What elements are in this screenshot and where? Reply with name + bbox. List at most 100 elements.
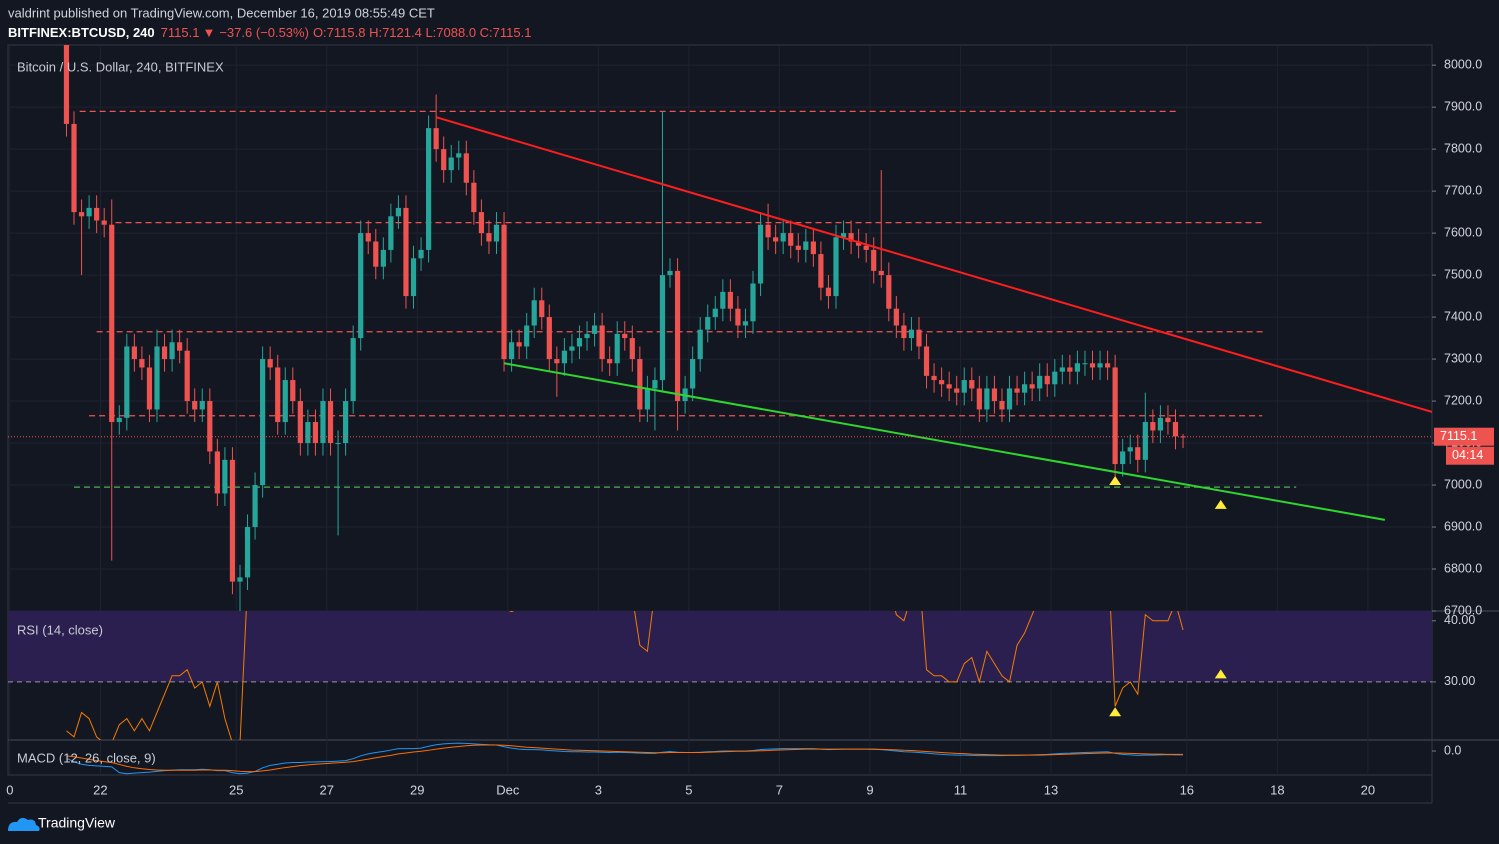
- candle-body: [1135, 447, 1141, 460]
- candle-body: [690, 359, 696, 389]
- candle-body: [916, 329, 922, 347]
- candle-body: [116, 417, 122, 423]
- candle-body: [425, 128, 432, 250]
- x-tick-label: 22: [93, 782, 107, 797]
- y-tick-label: 6900.0: [1444, 519, 1482, 533]
- candle-body: [780, 233, 786, 242]
- candle-body: [124, 346, 130, 418]
- candle-body: [244, 527, 251, 578]
- candle-body: [833, 237, 839, 297]
- candle-body: [86, 207, 92, 217]
- candle-body: [463, 153, 469, 183]
- candle-body: [546, 317, 552, 360]
- candle-body: [252, 485, 258, 528]
- candle-body: [184, 350, 190, 402]
- candle-body: [312, 422, 319, 444]
- candle-body: [795, 245, 801, 250]
- last-price-tag: [1434, 427, 1494, 446]
- candle-body: [365, 233, 371, 242]
- candle-body: [486, 233, 492, 242]
- candle-body: [1157, 417, 1164, 431]
- candle-body: [1067, 367, 1073, 372]
- candle-body: [1142, 422, 1148, 460]
- candle-body: [63, 45, 70, 124]
- candle-body: [260, 359, 266, 486]
- candle-body: [622, 333, 628, 339]
- candle-body: [969, 380, 975, 389]
- candle-body: [961, 380, 967, 393]
- candle-body: [954, 388, 960, 393]
- candle-body: [591, 325, 598, 334]
- candle-body: [863, 245, 869, 250]
- candle-body: [644, 388, 650, 410]
- pane-title: Bitcoin / U.S. Dollar, 240, BITFINEX: [17, 59, 224, 74]
- logo-text: TradingView: [38, 815, 116, 831]
- candle-body: [531, 300, 537, 326]
- candle-body: [456, 153, 462, 158]
- symbol-line: BITFINEX:BTCUSD, 240 7115.1 ▼ −37.6 (−0.53%…: [8, 25, 531, 40]
- candle-body: [501, 224, 507, 360]
- candle-body: [893, 308, 899, 326]
- x-tick-label: 20: [1361, 782, 1375, 797]
- candle-body: [1052, 371, 1058, 385]
- candle-body: [569, 346, 575, 351]
- candle-body: [712, 308, 718, 318]
- candle-body: [984, 388, 990, 410]
- candle-body: [788, 233, 794, 246]
- marker: [1214, 669, 1227, 679]
- candle-body: [297, 401, 303, 444]
- rsi-pane: [8, 611, 1432, 740]
- candle-body: [946, 384, 952, 389]
- candle-body: [418, 249, 424, 259]
- y-tick-label: 7500.0: [1444, 267, 1482, 281]
- candle-body: [524, 325, 530, 347]
- candle-body: [735, 308, 741, 326]
- candle-body: [878, 270, 884, 276]
- candle-body: [441, 149, 447, 171]
- x-tick-label: Dec: [496, 782, 520, 797]
- marker: [1214, 499, 1227, 509]
- candle-body: [1097, 363, 1103, 368]
- candle-body: [825, 287, 832, 297]
- candle-body: [1059, 367, 1065, 372]
- candle-body: [720, 291, 726, 309]
- candle-body: [516, 342, 522, 347]
- publisher: valdrint published on TradingView.com, D…: [8, 5, 435, 20]
- candle-body: [637, 359, 643, 410]
- change: −37.6 (−0.53%): [219, 25, 309, 40]
- marker: [1109, 475, 1122, 485]
- y-tick-label: 7700.0: [1444, 183, 1482, 197]
- candle-body: [848, 233, 854, 242]
- candle-body: [101, 220, 107, 225]
- y-tick-label: 0.0: [1444, 743, 1461, 757]
- candle-body: [161, 346, 168, 360]
- candle-body: [1172, 422, 1179, 437]
- candle-body: [818, 254, 824, 288]
- candle-body: [478, 212, 485, 234]
- candle-body: [697, 329, 703, 360]
- candle-body: [886, 275, 892, 309]
- countdown-tag: [1446, 446, 1494, 465]
- y-tick-label: 8000.0: [1444, 57, 1482, 71]
- candle-body: [1014, 388, 1020, 393]
- x-tick-label: 11: [954, 782, 968, 797]
- candle-body: [599, 325, 605, 360]
- candle-body: [395, 207, 402, 217]
- candle-body: [1044, 375, 1050, 385]
- y-tick-label: 7300.0: [1444, 351, 1482, 365]
- candle-body: [810, 241, 816, 255]
- candle-body: [1120, 451, 1126, 465]
- marker: [1109, 707, 1122, 717]
- y-tick-label: 7200.0: [1444, 393, 1482, 407]
- candle-body: [901, 325, 907, 339]
- candle-body: [539, 300, 545, 318]
- candle-body: [561, 350, 567, 364]
- candle-body: [169, 342, 175, 360]
- candle-body: [229, 459, 236, 582]
- candle-body: [576, 338, 583, 347]
- candle-body: [71, 123, 77, 213]
- candle-body: [237, 577, 243, 582]
- candle-body: [659, 275, 666, 381]
- candle-body: [584, 333, 590, 339]
